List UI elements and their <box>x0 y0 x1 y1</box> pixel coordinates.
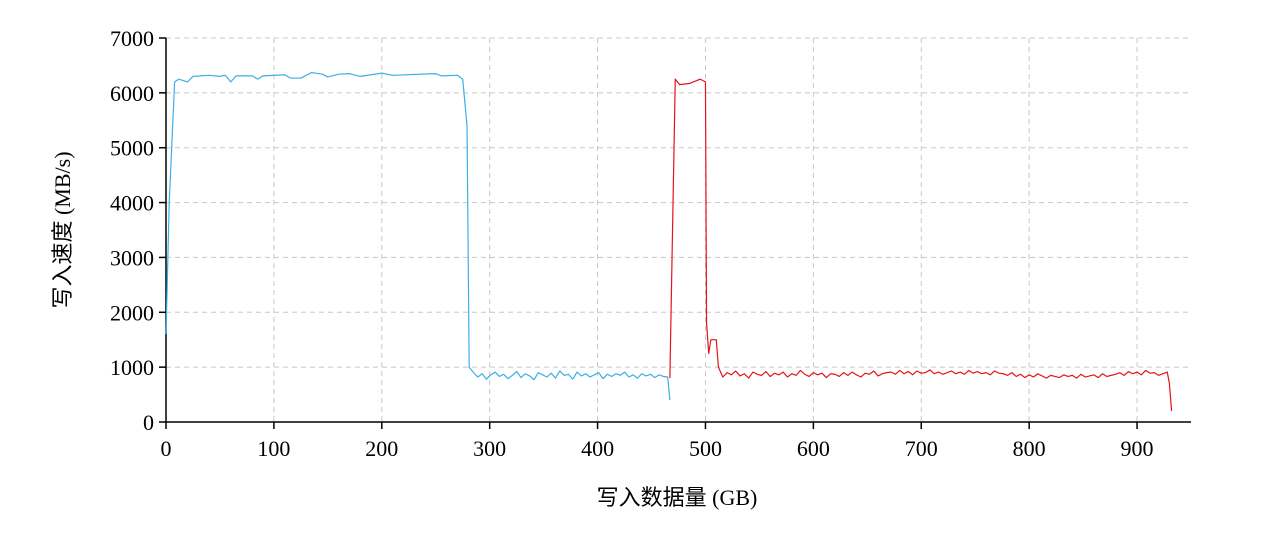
x-tick-label: 100 <box>257 436 290 461</box>
y-tick-label: 5000 <box>110 136 154 161</box>
data-line <box>669 78 1173 412</box>
y-tick-label: 0 <box>143 410 154 435</box>
x-tick-label: 400 <box>581 436 614 461</box>
data-line <box>165 71 671 401</box>
x-tick-label: 300 <box>473 436 506 461</box>
y-tick-label: 7000 <box>110 26 154 51</box>
x-tick-label: 0 <box>161 436 172 461</box>
y-tick-label: 4000 <box>110 191 154 216</box>
x-tick-label: 600 <box>797 436 830 461</box>
x-tick-label: 200 <box>365 436 398 461</box>
x-axis-title: 写入数据量 (GB) <box>597 485 758 510</box>
y-tick-label: 3000 <box>110 245 154 270</box>
y-tick-label: 6000 <box>110 81 154 106</box>
y-axis-title: 写入速度 (MB/s) <box>50 151 75 308</box>
y-tick-label: 2000 <box>110 300 154 325</box>
x-tick-label: 800 <box>1013 436 1046 461</box>
x-tick-label: 700 <box>905 436 938 461</box>
x-tick-label: 500 <box>689 436 722 461</box>
x-tick-label: 900 <box>1121 436 1154 461</box>
y-tick-label: 1000 <box>110 355 154 380</box>
